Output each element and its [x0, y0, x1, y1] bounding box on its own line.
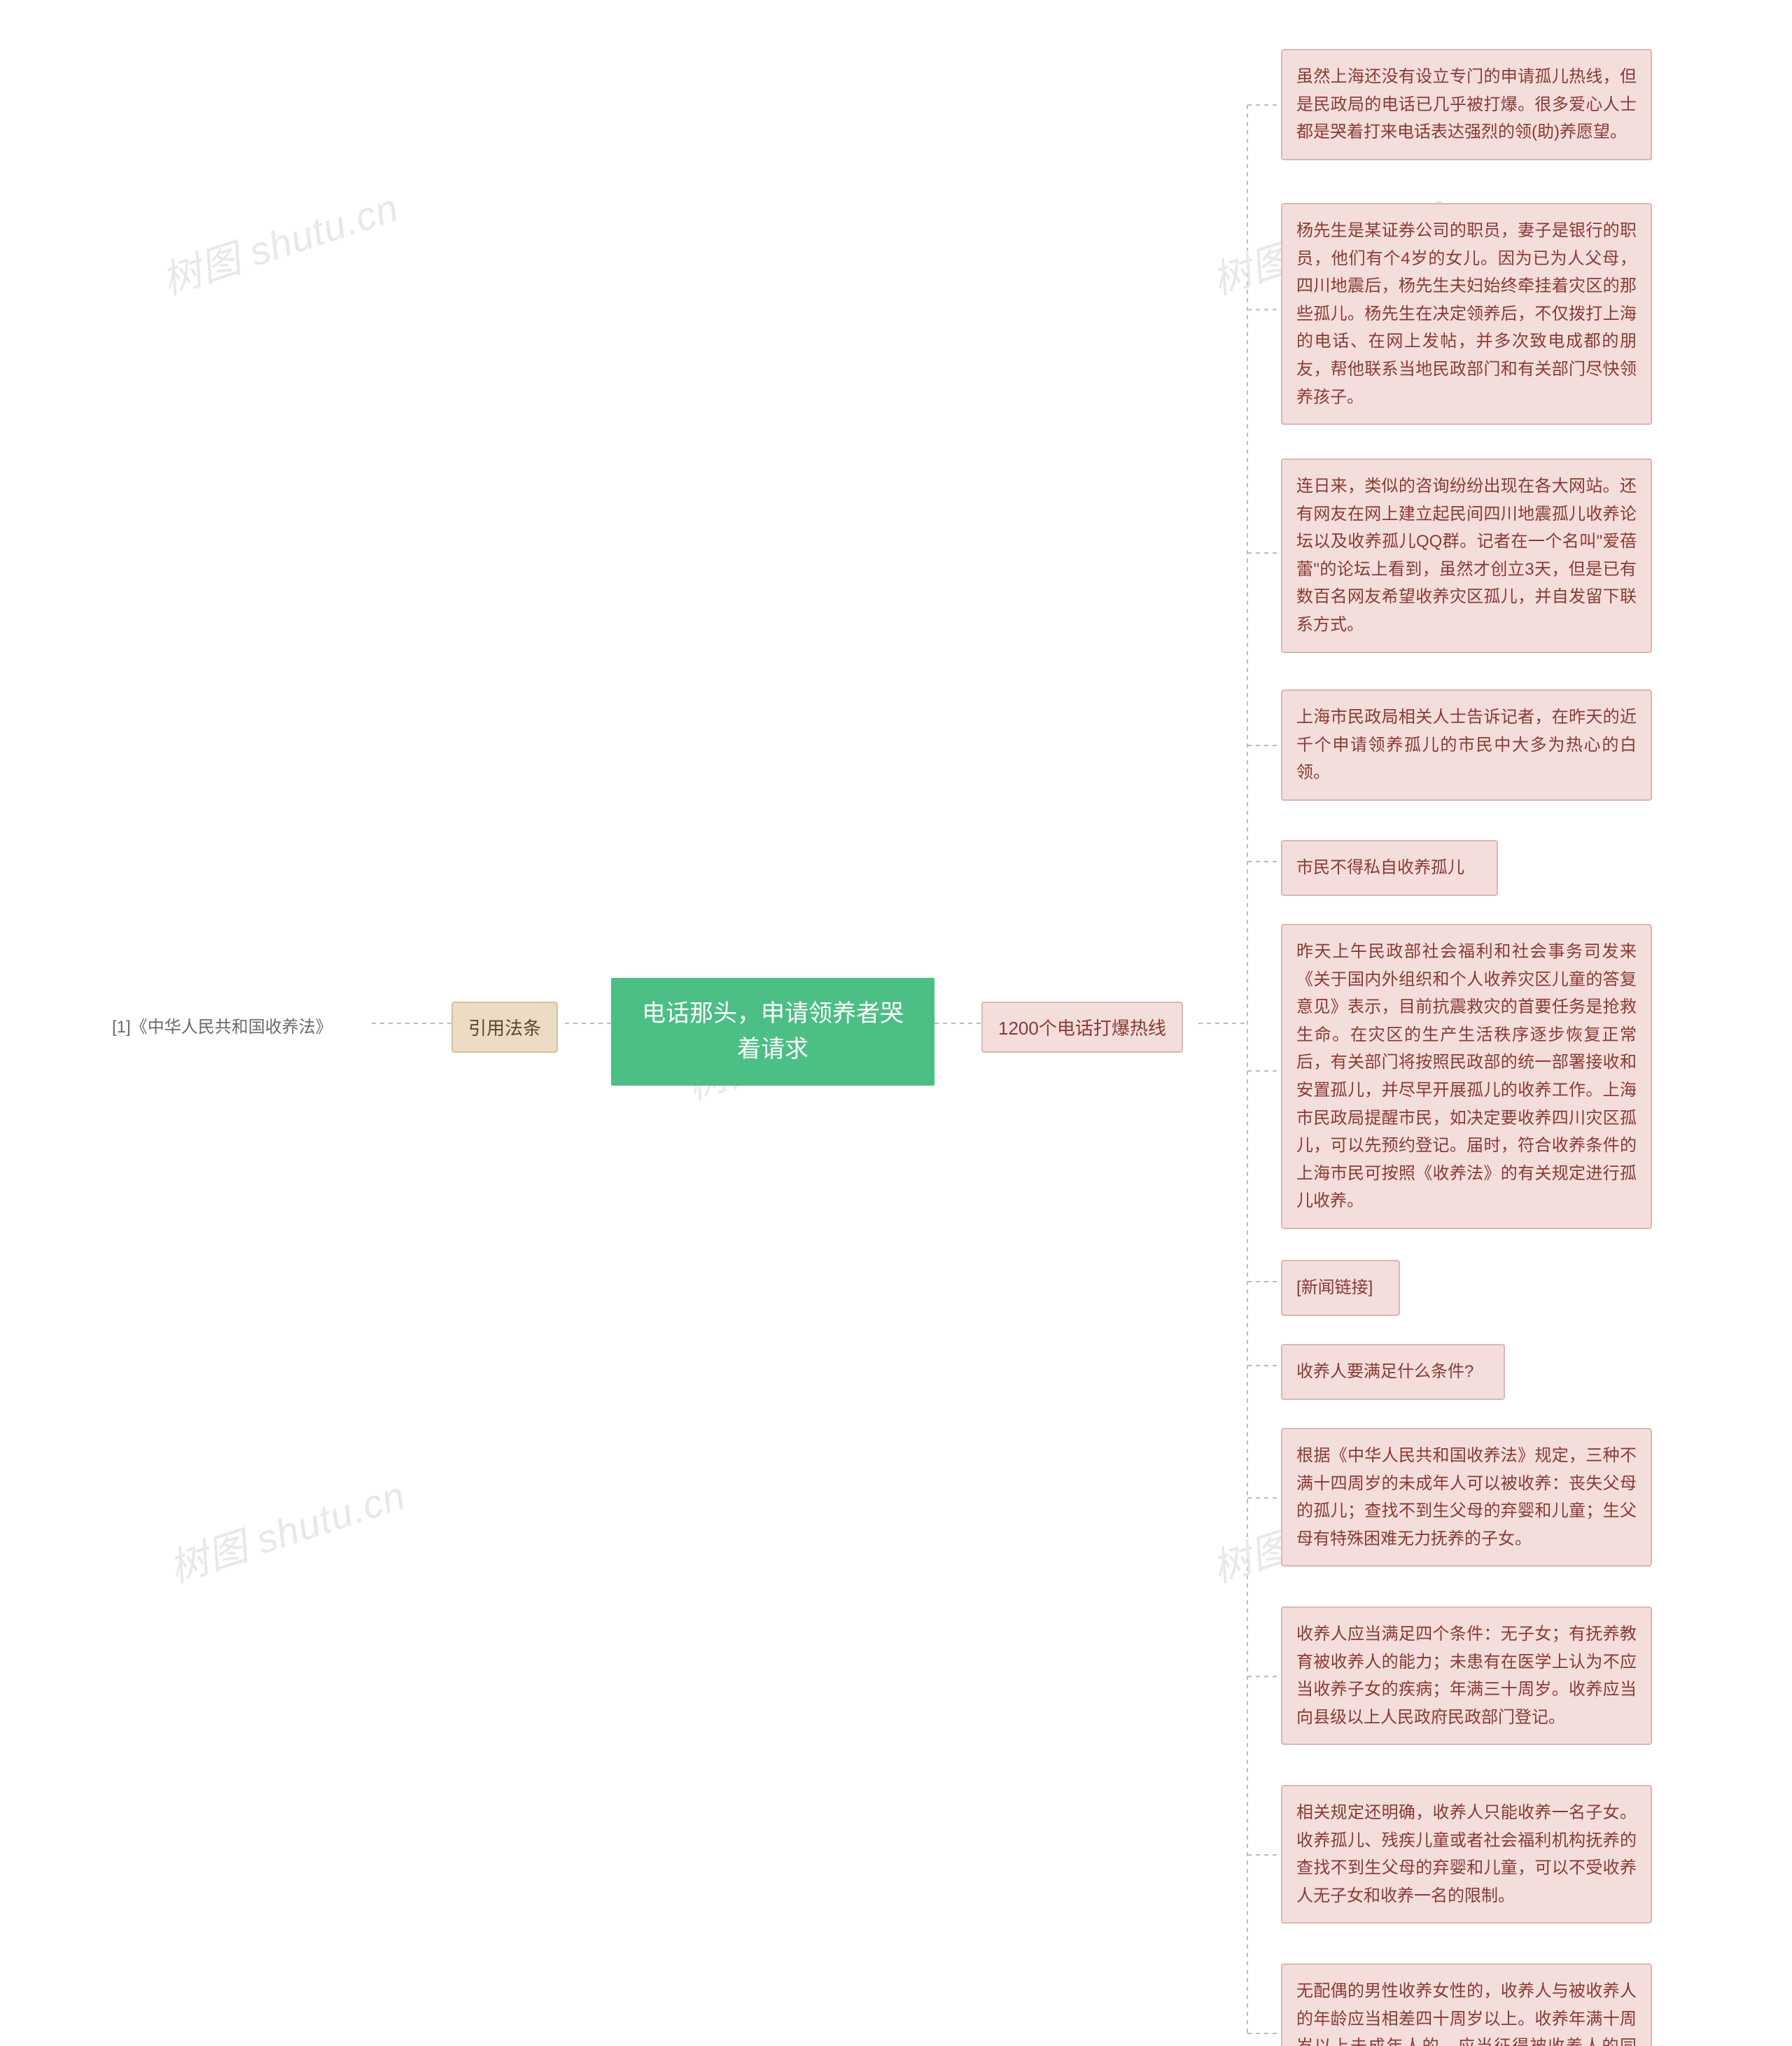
- leaf-node-6: [新闻链接]: [1281, 1260, 1400, 1316]
- leaf-node-2: 连日来，类似的咨询纷纷出现在各大网站。还有网友在网上建立起民间四川地震孤儿收养论…: [1281, 458, 1652, 653]
- leaf-node-8: 根据《中华人民共和国收养法》规定，三种不满十四周岁的未成年人可以被收养：丧失父母…: [1281, 1428, 1652, 1567]
- leaf-node-10: 相关规定还明确，收养人只能收养一名子女。收养孤儿、残疾儿童或者社会福利机构抚养的…: [1281, 1785, 1652, 1924]
- root-node: 电话那头，申请领养者哭着请求: [611, 978, 934, 1086]
- leaf-node-11: 无配偶的男性收养女性的，收养人与被收养人的年龄应当相差四十周岁以上。收养年满十周…: [1281, 1963, 1652, 2046]
- leaf-node-1: 杨先生是某证券公司的职员，妻子是银行的职员，他们有个4岁的女儿。因为已为人父母，…: [1281, 203, 1652, 425]
- leaf-node-7: 收养人要满足什么条件?: [1281, 1344, 1505, 1400]
- left-branch-node: 引用法条: [451, 1002, 558, 1053]
- leaf-node-9: 收养人应当满足四个条件：无子女；有抚养教育被收养人的能力；未患有在医学上认为不应…: [1281, 1606, 1652, 1745]
- watermark-0: 树图 shutu.cn: [154, 176, 405, 306]
- right-branch-node: 1200个电话打爆热线: [981, 1002, 1183, 1053]
- leaf-node-3: 上海市民政局相关人士告诉记者，在昨天的近千个申请领养孤儿的市民中大多为热心的白领…: [1281, 689, 1652, 801]
- watermark-3: 树图 shutu.cn: [161, 1464, 412, 1594]
- leaf-node-4: 市民不得私自收养孤儿: [1281, 840, 1498, 896]
- leaf-node-5: 昨天上午民政部社会福利和社会事务司发来《关于国内外组织和个人收养灾区儿童的答复意…: [1281, 924, 1652, 1229]
- citation-text: [1]《中华人民共和国收养法》: [112, 1013, 332, 1037]
- leaf-node-0: 虽然上海还没有设立专门的申请孤儿热线，但是民政局的电话已几乎被打爆。很多爱心人士…: [1281, 49, 1652, 160]
